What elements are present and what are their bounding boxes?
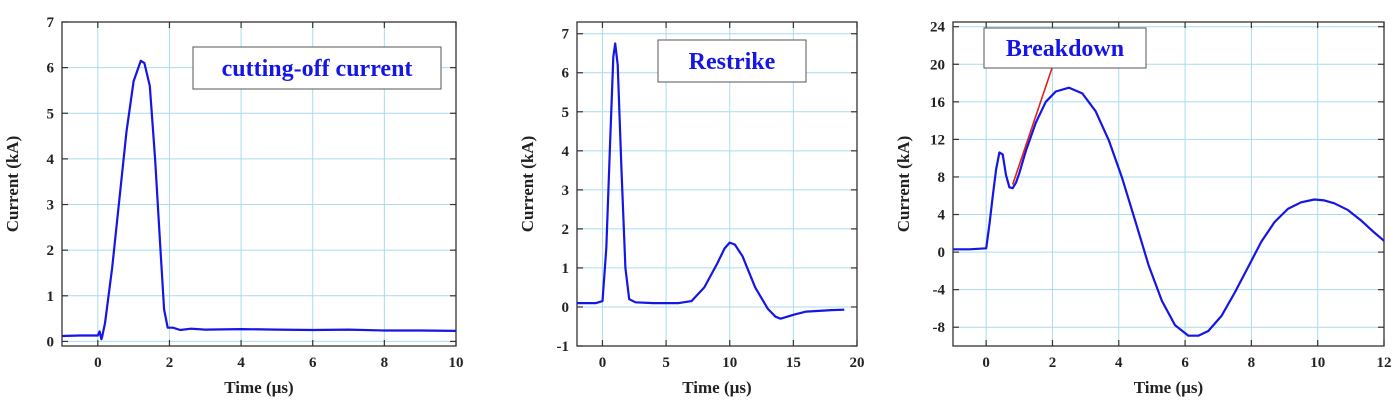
y-tick-label: 1: [562, 261, 570, 277]
y-axis-label: Current (kA): [3, 136, 22, 232]
x-tick-label: 10: [722, 355, 737, 371]
x-tick-label: 6: [309, 355, 317, 371]
annotation-label: cutting-off current: [222, 56, 413, 82]
x-tick-label: 2: [1049, 355, 1057, 371]
y-tick-label: 7: [562, 27, 570, 43]
plot-frame: [61, 21, 457, 347]
x-tick-label: 2: [166, 355, 174, 371]
x-tick-label: 0: [94, 355, 102, 371]
y-tick-label: -4: [933, 283, 946, 299]
series-line: [61, 59, 457, 341]
series-line: [953, 86, 1385, 337]
y-tick-label: 2: [562, 222, 570, 238]
x-axis-label: Time (µs): [682, 378, 751, 397]
y-tick-label: 6: [47, 61, 55, 77]
y-tick-label: -1: [557, 339, 570, 355]
y-tick-label: 3: [47, 198, 55, 214]
x-tick-label: 10: [449, 355, 464, 371]
y-tick-label: 24: [930, 20, 946, 36]
plot-frame: [576, 21, 858, 347]
annotation-box: [657, 39, 807, 83]
y-tick-label: 2: [47, 243, 55, 259]
y-tick-label: 16: [930, 95, 946, 111]
x-axis-label: Time (µs): [1134, 378, 1203, 397]
annotation-arrow: [1011, 67, 1053, 185]
x-tick-label: 12: [1377, 355, 1392, 371]
y-tick-label: 6: [562, 66, 570, 82]
x-axis-label: Time (µs): [224, 378, 293, 397]
y-tick-label: 4: [562, 144, 570, 160]
x-tick-label: 20: [850, 355, 865, 371]
y-tick-label: 8: [938, 170, 946, 186]
chart-panel-cutting-off-current: 0 2 4 6 8 10 0 1 2 3 4 5 6 7 Time (µs) Current (kA) cutt…: [3, 15, 464, 397]
y-tick-label: 0: [562, 300, 570, 316]
y-tick-label: 12: [930, 132, 945, 148]
x-tick-label: 6: [1181, 355, 1189, 371]
y-tick-label: 3: [562, 183, 570, 199]
y-tick-label: 4: [938, 208, 946, 224]
x-tick-label: 0: [599, 355, 607, 371]
grid: [953, 22, 1384, 346]
y-axis-label: Current (kA): [518, 136, 537, 232]
x-tick-label: 15: [786, 355, 801, 371]
y-tick-label: 0: [938, 245, 946, 261]
y-tick-label: 4: [47, 152, 55, 168]
annotation-box: [192, 46, 442, 90]
annotation-label: Restrike: [689, 49, 776, 75]
y-tick-label: 20: [930, 57, 945, 73]
x-tick-label: 5: [662, 355, 670, 371]
x-tick-label: 8: [1248, 355, 1256, 371]
chart-panel-restrike: 0 5 10 15 20 -1 0 1 2 3 4 5 6 7 Time (µs) Current (kA) R…: [518, 21, 865, 397]
annotation-label: Breakdown: [1006, 36, 1124, 62]
series-line: [577, 42, 845, 320]
y-tick-label: 0: [47, 334, 55, 350]
y-tick-label: -8: [933, 320, 946, 336]
x-tick-label: 4: [1115, 355, 1123, 371]
y-tick-label: 5: [47, 106, 55, 122]
y-tick-label: 7: [47, 15, 55, 31]
x-tick-label: 4: [237, 355, 245, 371]
annotation-box: [983, 27, 1147, 69]
y-axis-label: Current (kA): [894, 136, 913, 232]
y-tick-label: 5: [562, 105, 570, 121]
y-tick-label: 1: [47, 289, 55, 305]
x-tick-label: 10: [1310, 355, 1325, 371]
plot-frame: [952, 21, 1385, 347]
x-tick-label: 8: [381, 355, 389, 371]
x-tick-label: 0: [982, 355, 990, 371]
